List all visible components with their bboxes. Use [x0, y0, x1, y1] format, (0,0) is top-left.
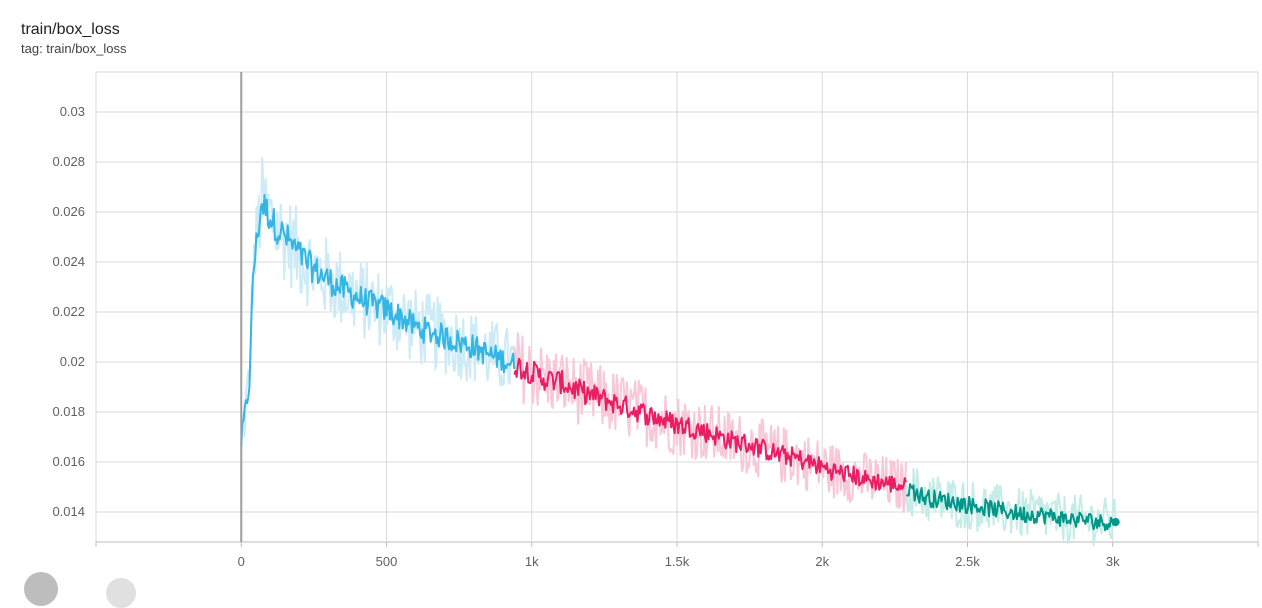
x-tick-label: 0	[238, 554, 245, 569]
chart-title: train/box_loss	[21, 21, 120, 38]
y-tick-label: 0.014	[52, 504, 85, 519]
chart-tag: tag: train/box_loss	[21, 41, 127, 56]
x-tick-label: 1k	[525, 554, 539, 569]
raw-series-line-1	[240, 157, 516, 438]
x-tick-label: 2k	[815, 554, 829, 569]
series-line-3	[905, 483, 1117, 532]
x-tick-label: 1.5k	[665, 554, 690, 569]
y-tick-label: 0.018	[52, 404, 85, 419]
smoothed-series	[240, 193, 1120, 532]
card-header: train/box_loss tag: train/box_loss	[21, 20, 127, 57]
grid	[95, 71, 1259, 547]
series-line-2	[513, 357, 907, 493]
y-tick-label: 0.022	[52, 304, 85, 319]
raw-series	[240, 157, 1117, 547]
bottom-control-icon[interactable]	[24, 572, 58, 606]
y-tick-label: 0.024	[52, 254, 85, 269]
x-tick-label: 2.5k	[955, 554, 980, 569]
x-tick-label: 500	[376, 554, 398, 569]
raw-series-line-3	[905, 467, 1117, 547]
y-tick-label: 0.02	[60, 354, 85, 369]
x-tick-label: 3k	[1106, 554, 1120, 569]
raw-series-line-2	[513, 332, 907, 513]
bottom-control-icon-2[interactable]	[106, 578, 136, 608]
loss-chart[interactable]: 0.014 0.016 0.018 0.02 0.022 0.024 0.026 0.028 0…	[0, 0, 1262, 581]
y-tick-label: 0.028	[52, 154, 85, 169]
y-tick-label: 0.026	[52, 204, 85, 219]
y-tick-label: 0.016	[52, 454, 85, 469]
series-line-1	[240, 193, 516, 447]
y-tick-label: 0.03	[60, 104, 85, 119]
series-end-point	[1111, 518, 1120, 526]
x-axis-labels: 0 500 1k 1.5k 2k 2.5k 3k	[238, 554, 1120, 569]
y-axis-labels: 0.014 0.016 0.018 0.02 0.022 0.024 0.026 0.028 0…	[52, 104, 85, 519]
